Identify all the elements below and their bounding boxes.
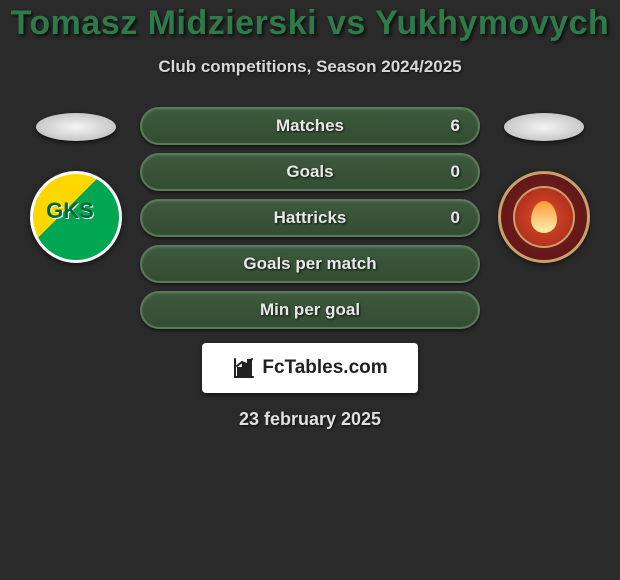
club-badge-left-text: GKS (46, 198, 94, 224)
player-right-silhouette (504, 113, 584, 141)
logo-text: FcTables.com (262, 357, 387, 379)
club-badge-left: GKS (30, 171, 122, 263)
stat-value-right: 0 (451, 208, 460, 228)
flame-icon (531, 201, 557, 233)
club-badge-right (498, 171, 590, 263)
stats-column: Matches 6 Goals 0 Hattricks 0 Goals per … (140, 107, 480, 329)
stat-label: Goals (286, 162, 333, 182)
subtitle: Club competitions, Season 2024/2025 (0, 57, 620, 77)
stat-value-right: 0 (451, 162, 460, 182)
main-row: GKS Matches 6 Goals 0 Hattricks 0 Goals … (0, 107, 620, 329)
left-side: GKS (30, 107, 122, 263)
footer: FcTables.com 23 february 2025 (0, 343, 620, 430)
chart-icon (232, 356, 256, 380)
stat-row-goals: Goals 0 (140, 153, 480, 191)
container: Tomasz Midzierski vs Yukhymovych Club co… (0, 0, 620, 430)
stat-label: Min per goal (260, 300, 360, 320)
stat-row-matches: Matches 6 (140, 107, 480, 145)
stat-row-goals-per-match: Goals per match (140, 245, 480, 283)
fctables-logo: FcTables.com (202, 343, 418, 393)
stat-row-min-per-goal: Min per goal (140, 291, 480, 329)
stat-row-hattricks: Hattricks 0 (140, 199, 480, 237)
stat-value-right: 6 (451, 116, 460, 136)
stat-label: Hattricks (274, 208, 347, 228)
stat-label: Matches (276, 116, 344, 136)
player-left-silhouette (36, 113, 116, 141)
date-label: 23 february 2025 (239, 409, 381, 430)
stat-label: Goals per match (243, 254, 376, 274)
right-side (498, 107, 590, 263)
club-badge-right-inner (513, 186, 575, 248)
page-title: Tomasz Midzierski vs Yukhymovych (0, 4, 620, 43)
